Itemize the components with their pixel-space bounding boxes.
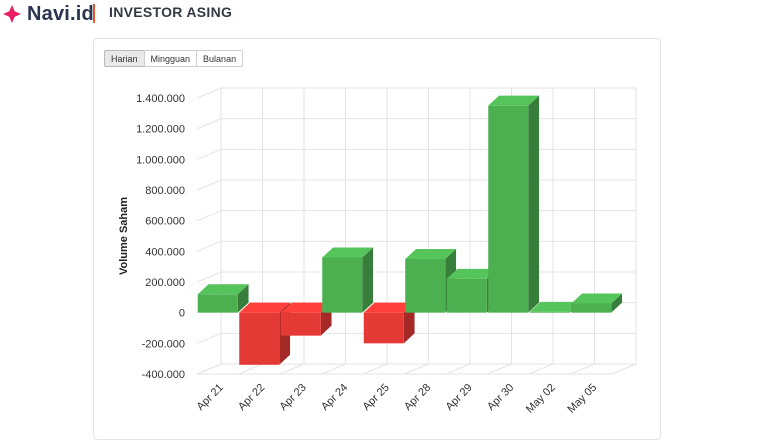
grid-connector xyxy=(196,87,222,99)
grid-connector xyxy=(196,210,222,222)
grid-connector xyxy=(196,271,222,283)
x-tick-label: Apr 22 xyxy=(236,382,267,413)
floor-line xyxy=(196,363,222,375)
grid-connector xyxy=(196,118,222,130)
grid-connector xyxy=(196,148,222,160)
bar xyxy=(571,293,623,313)
bar-top xyxy=(239,302,291,313)
bar-front xyxy=(322,257,363,313)
bar-front xyxy=(488,105,529,313)
navi-logo[interactable]: Navi.id xyxy=(3,2,94,26)
y-tick-label: 400.000 xyxy=(145,246,185,258)
y-tick-label: 200.000 xyxy=(145,277,185,289)
y-tick-label: 800.000 xyxy=(145,185,185,197)
bar xyxy=(322,247,374,313)
bar-side xyxy=(528,95,540,313)
floor-line xyxy=(570,363,595,375)
x-tick-label: Apr 29 xyxy=(443,382,474,413)
y-tick-label: -400.000 xyxy=(142,369,185,381)
bar-front xyxy=(363,312,404,344)
y-tick-label: 1.200.000 xyxy=(136,124,185,136)
logo-text: Navi.id xyxy=(27,2,94,25)
bar-front xyxy=(239,312,280,365)
y-tick-label: 600.000 xyxy=(145,216,185,228)
y-tick-label: 0 xyxy=(179,308,185,320)
bar-top xyxy=(571,293,623,304)
x-tick-label: Apr 25 xyxy=(360,382,391,413)
period-tabs: Harian Mingguan Bulanan xyxy=(104,50,244,67)
floor-line xyxy=(238,363,263,375)
floor-line xyxy=(445,363,471,375)
bar xyxy=(363,302,415,344)
bar-top xyxy=(197,284,249,295)
header-divider xyxy=(93,4,95,23)
chart-panel xyxy=(93,38,661,440)
bar-top xyxy=(322,247,374,258)
floor-line xyxy=(321,363,346,375)
bar-front xyxy=(529,311,570,313)
y-tick-label: -200.000 xyxy=(142,338,185,350)
x-tick-label: Apr 21 xyxy=(194,382,225,413)
navi-logo-icon xyxy=(3,5,21,23)
tab-harian[interactable]: Harian xyxy=(104,50,145,67)
bar-top xyxy=(280,302,332,313)
x-tick-label: May 05 xyxy=(565,382,599,416)
bar-side xyxy=(362,247,374,313)
y-tick-label: 1.400.000 xyxy=(136,93,185,105)
tab-mingguan[interactable]: Mingguan xyxy=(143,50,198,67)
bar xyxy=(488,95,540,313)
bar-top xyxy=(363,302,415,313)
app-header: Navi.id INVESTOR ASING xyxy=(0,0,768,30)
floor-line xyxy=(528,363,554,375)
floor-line xyxy=(362,363,388,375)
floor-line xyxy=(487,363,512,375)
floor-line xyxy=(404,363,429,375)
grid-connector xyxy=(196,179,222,191)
x-tick-label: Apr 30 xyxy=(485,382,516,413)
bar-front xyxy=(405,259,446,313)
tab-bulanan[interactable]: Bulanan xyxy=(196,50,244,67)
grid-connector xyxy=(196,332,222,344)
bar-top xyxy=(488,95,540,106)
grid-connector xyxy=(196,240,222,252)
bar-side xyxy=(403,302,415,344)
bar-front xyxy=(197,294,238,313)
page-title: INVESTOR ASING xyxy=(109,4,233,20)
y-tick-label: 1.000.000 xyxy=(136,154,185,166)
bar-front xyxy=(280,312,321,336)
bar-top xyxy=(529,301,581,312)
bar-top xyxy=(405,249,457,259)
x-tick-label: Apr 24 xyxy=(319,382,350,413)
bar-top xyxy=(446,268,498,279)
x-tick-label: Apr 23 xyxy=(277,382,308,413)
floor-line xyxy=(611,363,637,375)
bar-side xyxy=(611,293,623,313)
bar-front xyxy=(571,303,612,313)
bar-front xyxy=(446,278,487,313)
bar xyxy=(197,284,249,313)
bar-side xyxy=(237,284,249,313)
x-tick-label: May 02 xyxy=(524,382,558,416)
floor-line xyxy=(279,363,305,375)
x-tick-label: Apr 28 xyxy=(402,382,433,413)
y-axis-label: Volume Saham xyxy=(118,197,130,275)
